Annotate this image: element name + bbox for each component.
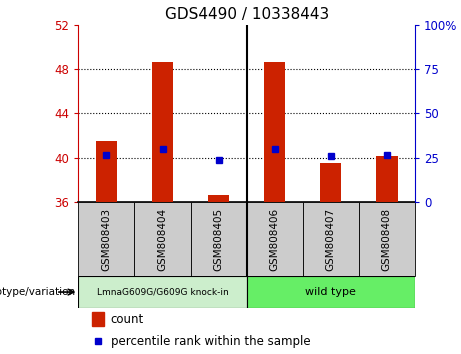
FancyBboxPatch shape <box>303 202 359 276</box>
Bar <box>376 156 397 202</box>
Text: percentile rank within the sample: percentile rank within the sample <box>111 335 310 348</box>
Bar <box>96 141 117 202</box>
Bar <box>320 163 342 202</box>
FancyBboxPatch shape <box>135 202 190 276</box>
Text: wild type: wild type <box>305 287 356 297</box>
FancyBboxPatch shape <box>78 276 247 308</box>
Bar <box>92 312 104 326</box>
FancyBboxPatch shape <box>359 202 415 276</box>
Bar <box>264 62 285 202</box>
Text: GSM808405: GSM808405 <box>213 208 224 271</box>
Text: GSM808407: GSM808407 <box>326 208 336 271</box>
Text: GSM808408: GSM808408 <box>382 208 392 271</box>
Text: genotype/variation: genotype/variation <box>0 287 76 297</box>
FancyBboxPatch shape <box>247 202 303 276</box>
Bar <box>208 195 229 202</box>
Text: LmnaG609G/G609G knock-in: LmnaG609G/G609G knock-in <box>97 287 228 297</box>
Text: GSM808403: GSM808403 <box>101 208 112 271</box>
Title: GDS4490 / 10338443: GDS4490 / 10338443 <box>165 7 329 22</box>
Bar <box>152 62 173 202</box>
Text: GSM808406: GSM808406 <box>270 208 280 271</box>
Text: count: count <box>111 313 144 326</box>
FancyBboxPatch shape <box>247 276 415 308</box>
Text: GSM808404: GSM808404 <box>158 208 167 271</box>
FancyBboxPatch shape <box>78 202 135 276</box>
FancyBboxPatch shape <box>190 202 247 276</box>
